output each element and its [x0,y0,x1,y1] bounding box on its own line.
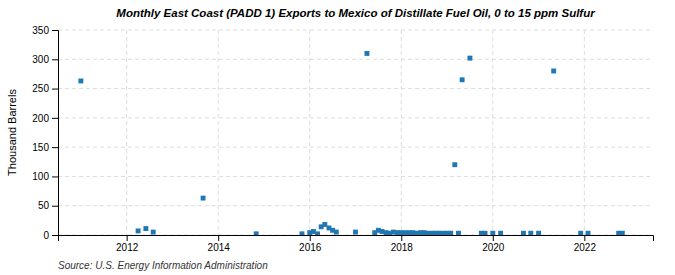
grid-line [309,30,310,235]
tick-mark [52,206,58,207]
point [254,231,259,235]
points [78,51,624,235]
grid-line [58,30,653,31]
axis-line [59,236,654,242]
point [151,230,156,235]
point [136,228,141,233]
point [315,231,320,235]
tick-mark [493,235,494,241]
tick-mark [401,235,402,241]
x-axis: 2012 2014 2016 2018 2020 2022 [59,235,654,253]
title: Monthly East Coast (PADD 1) Exports to M… [116,7,595,19]
tick-mark [52,89,58,90]
tick: 2020 [482,235,505,253]
grid-line [58,176,653,177]
tick: 2016 [299,235,322,253]
tick-label: 2022 [574,242,597,253]
point [467,56,472,61]
tick-label: 100 [32,171,49,182]
axis-line [52,31,59,236]
point [300,231,305,235]
point [201,196,206,201]
tick-label: 2018 [391,242,414,253]
source: Source: U.S. Energy Information Administ… [58,260,268,271]
tick: 2018 [391,235,414,253]
point [498,231,503,235]
tick-mark [52,30,58,31]
point [334,230,339,235]
tick: 100 [32,171,58,182]
tick-label: 2020 [482,242,505,253]
point [620,231,625,235]
grid-line [58,117,653,118]
tick-mark [52,147,58,148]
tick-mark [584,235,585,241]
grid [58,30,653,235]
point [456,231,461,235]
point [460,77,465,82]
y-axis-title: Thousand Barrels [6,89,18,176]
tick-label: 50 [38,200,50,211]
tick-label: 250 [32,83,49,94]
tick: 300 [32,54,58,65]
grid-line [58,88,653,89]
point [483,231,488,235]
tick: 50 [38,200,58,211]
y-axis: 0 50 100 150 200 250 300 350 [32,25,58,241]
tick: 200 [32,113,58,124]
point [551,69,556,74]
grid-line [584,30,585,235]
tick-label: 150 [32,142,49,153]
tick-mark [310,235,311,241]
point [78,79,83,84]
tick-label: 350 [32,25,49,36]
grid-line [401,30,402,235]
tick-label: 2016 [299,242,322,253]
point [578,231,583,235]
grid-line [492,30,493,235]
grid-line [58,205,653,206]
tick-label: 300 [32,54,49,65]
tick-mark [218,235,219,241]
tick: 150 [32,142,58,153]
tick: 250 [32,83,58,94]
point [143,226,148,231]
point [528,231,533,235]
tick-label: 0 [43,230,49,241]
chart: 2012 2014 2016 2018 2020 2022 0 50 100 150 200 250 3… [0,0,675,275]
point [353,230,358,235]
point [364,51,369,56]
tick: 2014 [208,235,231,253]
tick-mark [52,118,58,119]
grid-line [218,30,219,235]
point [536,231,541,235]
tick-label: 2014 [208,242,231,253]
tick-mark [127,235,128,241]
grid-line [58,147,653,148]
tick-label: 2012 [116,242,139,253]
tick: 2012 [116,235,139,253]
grid-line [58,59,653,60]
point [490,231,495,235]
point [452,162,457,167]
tick-mark [52,235,58,236]
point [448,231,453,235]
tick-mark [52,59,58,60]
tick: 350 [32,25,58,36]
tick-mark [52,176,58,177]
point [586,231,591,235]
tick: 2022 [574,235,597,253]
grid-line [126,30,127,235]
tick-label: 200 [32,113,49,124]
point [521,231,526,235]
tick: 0 [43,230,58,241]
